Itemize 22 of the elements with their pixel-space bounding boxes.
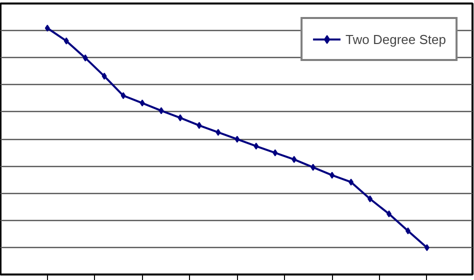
point <box>386 210 392 218</box>
point <box>310 164 316 171</box>
legend-label: Two Degree Step <box>346 32 446 46</box>
point <box>216 128 221 136</box>
point <box>272 149 278 156</box>
point <box>330 172 335 179</box>
point <box>348 178 354 186</box>
point <box>368 195 373 202</box>
point <box>64 37 69 44</box>
point <box>44 24 50 32</box>
point <box>140 100 145 107</box>
point <box>196 122 202 129</box>
point <box>424 244 430 252</box>
point <box>178 114 183 122</box>
point <box>82 54 88 62</box>
point <box>254 142 259 150</box>
point <box>158 107 164 114</box>
point <box>120 92 126 100</box>
point <box>102 72 107 80</box>
point <box>234 136 240 143</box>
point <box>405 227 410 234</box>
point <box>292 156 297 163</box>
